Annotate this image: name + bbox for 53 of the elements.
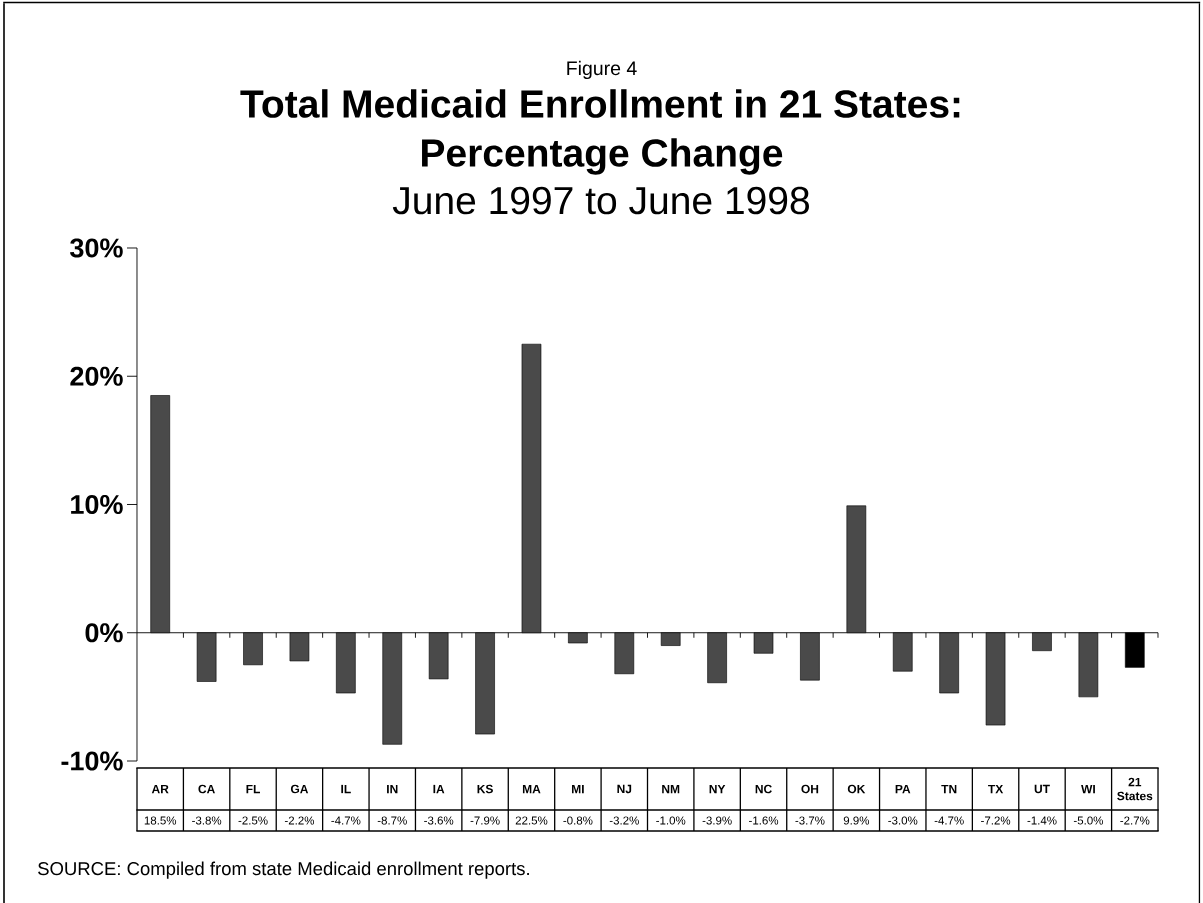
data-label: -7.2% xyxy=(981,816,1011,825)
data-label: -2.7% xyxy=(1120,816,1150,825)
data-label: 18.5% xyxy=(144,816,177,825)
x-tick-label: NY xyxy=(709,784,726,794)
x-tick-label: UT xyxy=(1034,784,1050,794)
data-label: 22.5% xyxy=(515,816,548,825)
data-label: -5.0% xyxy=(1073,816,1104,825)
data-label: -3.9% xyxy=(702,816,732,825)
chart-title: Total Medicaid Enrollment in 21 States: Percentage Change xyxy=(240,89,960,175)
data-label: -3.7% xyxy=(795,816,825,825)
y-tick-label: 10% xyxy=(71,494,123,515)
x-tick-label: GA xyxy=(290,784,309,794)
x-tick-label: IL xyxy=(341,784,351,794)
x-tick-label: OK xyxy=(847,784,866,794)
x-tick-label: FL xyxy=(246,784,260,794)
data-label: -3.6% xyxy=(424,816,454,825)
data-label: -8.7% xyxy=(377,816,407,825)
x-tick-label: AR xyxy=(151,784,169,794)
x-tick-label: WI xyxy=(1081,784,1095,794)
y-tick-label: 20% xyxy=(70,366,123,386)
data-label: -4.7% xyxy=(331,816,361,825)
data-label: -3.2% xyxy=(609,816,639,825)
y-tick-label: -10% xyxy=(61,751,123,771)
data-label: -2.2% xyxy=(284,816,315,825)
data-label: -3.8% xyxy=(192,816,222,825)
data-label: -0.8% xyxy=(563,816,593,825)
x-tick-label: IN xyxy=(387,784,398,794)
x-tick-label: TX xyxy=(988,784,1004,794)
x-tick-label: NC xyxy=(755,784,772,794)
x-tick-label: 21 States xyxy=(1117,777,1153,801)
data-label: -2.5% xyxy=(238,816,268,825)
data-label: -1.4% xyxy=(1027,816,1057,825)
chart-subtitle: June 1997 to June 1998 xyxy=(392,186,809,215)
x-tick-label: TN xyxy=(941,784,957,794)
y-tick-label: 30% xyxy=(70,238,123,258)
data-label: -3.0% xyxy=(888,816,918,825)
caption: Figure 4 xyxy=(567,60,637,80)
y-tick-label: 0% xyxy=(85,623,123,643)
data-label: -4.7% xyxy=(934,816,964,825)
x-tick-label: CA xyxy=(198,784,215,794)
x-tick-label: MA xyxy=(522,784,541,794)
data-label: -7.9% xyxy=(470,816,500,825)
data-label: -1.6% xyxy=(749,816,779,825)
x-tick-label: NM xyxy=(662,784,680,794)
source-note: SOURCE: Compiled from state Medicaid enrollment reports. xyxy=(38,861,529,879)
x-tick-label: KS xyxy=(477,784,493,794)
data-label: -1.0% xyxy=(656,816,686,825)
x-tick-label: IA xyxy=(433,784,445,794)
x-tick-label: OH xyxy=(801,784,819,794)
x-tick-label: NJ xyxy=(617,784,632,794)
x-tick-label: PA xyxy=(895,784,911,794)
x-tick-label: MI xyxy=(572,784,584,794)
data-label: 9.9% xyxy=(843,816,870,825)
